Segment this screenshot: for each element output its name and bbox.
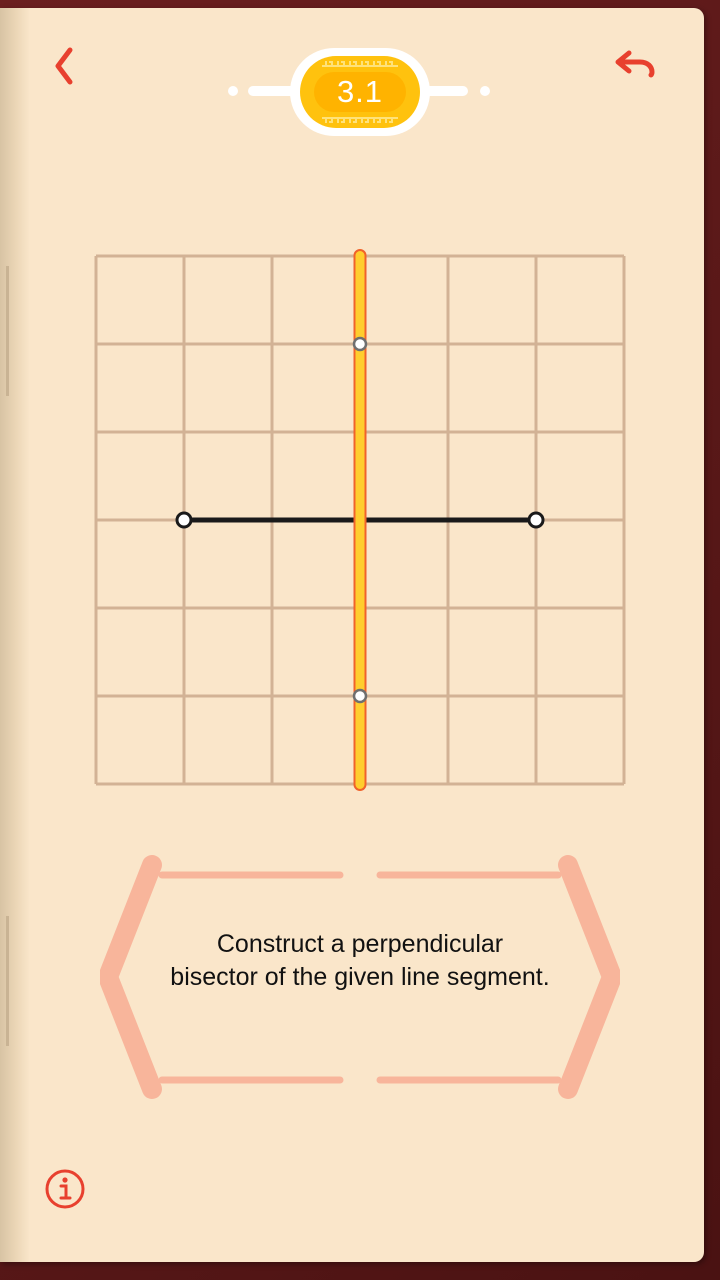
segment-endpoint (175, 511, 193, 529)
hint-text: Construct a perpendicular bisector of th… (170, 930, 550, 991)
meander-pattern (322, 61, 398, 123)
level-band (314, 72, 406, 112)
undo-arrow-icon (615, 50, 655, 78)
bisector-line[interactable] (353, 249, 367, 791)
bisector-point[interactable] (352, 688, 368, 704)
puzzle-board[interactable] (0, 0, 720, 840)
track-dot (228, 86, 238, 96)
info-button[interactable] (42, 1166, 88, 1212)
chevron-left-icon (55, 47, 73, 85)
spine-mark (6, 266, 9, 396)
info-circle-icon (45, 1169, 85, 1209)
bisector-point[interactable] (352, 336, 368, 352)
spine-mark (6, 916, 9, 1046)
undo-button[interactable] (608, 40, 660, 92)
segment-endpoint (527, 511, 545, 529)
track-dot (480, 86, 490, 96)
level-number: 3.1 (336, 74, 384, 109)
back-button[interactable] (44, 38, 88, 94)
level-indicator: 3.1 (228, 44, 494, 140)
constructed-line[interactable] (352, 249, 368, 791)
page-edge (0, 8, 30, 1262)
hint-frame (100, 855, 620, 1099)
